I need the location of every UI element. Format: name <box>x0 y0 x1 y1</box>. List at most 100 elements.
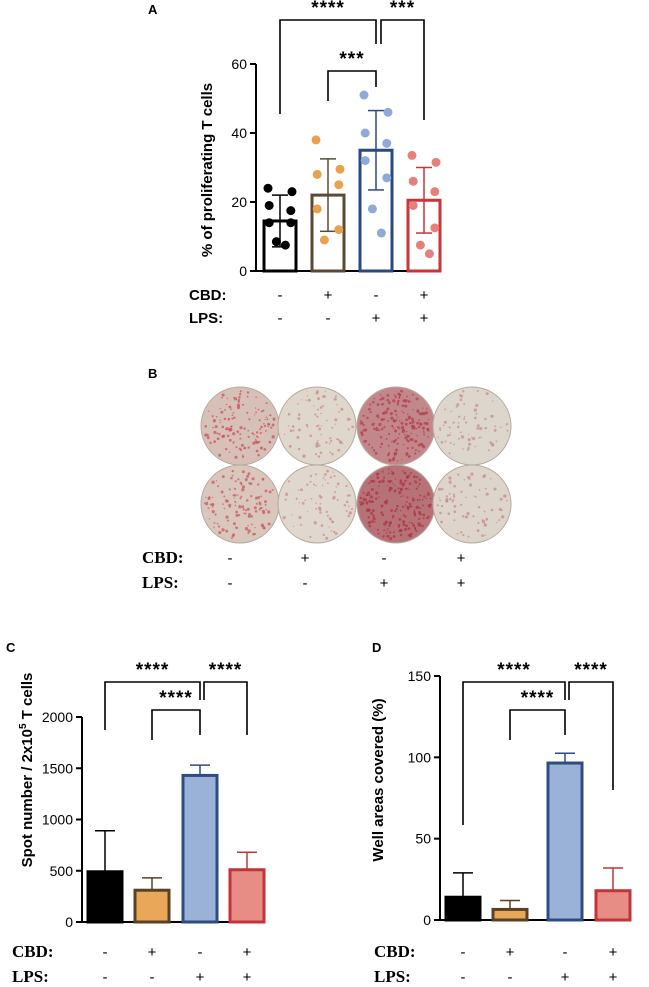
elispot-spot <box>392 439 396 444</box>
elispot-spot <box>213 430 217 434</box>
elispot-spot <box>372 517 376 521</box>
elispot-spot <box>314 453 318 456</box>
elispot-spot <box>231 534 235 538</box>
elispot-spot <box>337 448 341 452</box>
y-tick-label: 500 <box>50 863 74 879</box>
elispot-spot <box>218 433 221 436</box>
elispot-spot <box>448 493 451 495</box>
elispot-spot <box>477 505 481 509</box>
elispot-spot <box>487 449 490 452</box>
elispot-spot <box>404 479 407 483</box>
data-point <box>407 150 417 160</box>
elispot-spot <box>388 468 390 470</box>
elispot-spot <box>333 397 337 401</box>
elispot-spot <box>225 515 229 519</box>
data-point <box>335 164 345 174</box>
panel-c-axes: 0 500 1000 1500 2000 **** **** **** CBD: LPS: - + - +… <box>12 660 266 986</box>
elispot-spot <box>376 476 380 480</box>
elispot-spot <box>216 432 219 435</box>
elispot-spot <box>331 520 334 524</box>
elispot-spot <box>457 425 460 429</box>
elispot-spot <box>242 454 244 457</box>
elispot-spot <box>369 411 372 414</box>
lps-label: LPS: <box>12 967 49 986</box>
elispot-spot <box>385 532 388 534</box>
elispot-spot <box>264 489 268 493</box>
elispot-spot <box>329 476 333 479</box>
elispot-spot <box>246 411 249 414</box>
elispot-spot <box>228 503 232 507</box>
elispot-spot <box>264 424 267 428</box>
elispot-spot <box>258 440 261 443</box>
elispot-spot <box>207 497 211 500</box>
elispot-spot <box>298 515 302 520</box>
elispot-spot <box>291 514 293 516</box>
bar <box>594 889 632 922</box>
data-point <box>382 173 392 183</box>
y-tick-label: 0 <box>239 263 247 279</box>
elispot-spot <box>211 496 214 499</box>
elispot-spot <box>251 477 255 481</box>
cbd-sign: - <box>563 944 568 961</box>
elispot-spot <box>398 397 400 400</box>
elispot-spot <box>334 395 337 398</box>
elispot-spot <box>211 506 214 508</box>
elispot-spot <box>389 487 392 490</box>
elispot-spot <box>392 399 396 403</box>
elispot-spot <box>325 536 329 540</box>
elispot-spot <box>407 527 411 530</box>
elispot-spot <box>247 472 251 476</box>
elispot-spot <box>445 495 448 498</box>
elispot-spot <box>343 503 347 507</box>
elispot-spot <box>384 410 388 414</box>
elispot-spot <box>399 481 403 485</box>
elispot-spot <box>247 529 251 533</box>
data-point <box>287 187 297 197</box>
elispot-spot <box>291 425 295 428</box>
data-point <box>264 218 274 228</box>
elispot-spot <box>316 390 319 394</box>
elispot-spot <box>329 437 332 440</box>
elispot-spot <box>461 515 465 518</box>
elispot-spot <box>359 496 362 499</box>
panel-c: C 0 500 1000 1500 2000 **** **** **** CBD: LPS: - +… <box>6 640 266 986</box>
elispot-spot <box>255 431 259 434</box>
elispot-spot <box>441 487 444 491</box>
elispot-spot <box>284 492 289 496</box>
elispot-spot <box>222 503 224 505</box>
elispot-spot <box>394 478 397 480</box>
elispot-spot <box>457 422 460 424</box>
elispot-spot <box>400 510 402 512</box>
elispot-spot <box>220 490 224 494</box>
elispot-spot <box>207 507 210 510</box>
elispot-spot <box>243 427 246 430</box>
elispot-spot <box>453 484 456 488</box>
elispot-spot <box>224 428 228 431</box>
elispot-spot <box>379 398 383 401</box>
elispot-spot <box>215 415 218 418</box>
elispot-spot <box>398 396 401 398</box>
data-point <box>359 90 369 100</box>
lps-sign: - <box>103 969 108 986</box>
elispot-spot <box>219 419 221 421</box>
elispot-spot <box>205 502 209 506</box>
elispot-spot <box>231 469 235 473</box>
elispot-spot <box>478 436 481 439</box>
elispot-spot <box>367 516 370 519</box>
panel-d-label: D <box>372 640 381 655</box>
elispot-spot <box>484 487 487 490</box>
elispot-spot <box>306 510 309 512</box>
elispot-spot <box>334 418 338 422</box>
elispot-spot <box>388 401 391 405</box>
elispot-spot <box>330 530 333 532</box>
elispot-spot <box>422 513 426 517</box>
elispot-spot <box>271 423 275 427</box>
elispot-well <box>277 464 357 544</box>
elispot-spot <box>402 520 406 524</box>
data-point <box>271 237 281 247</box>
elispot-spot <box>386 393 390 397</box>
elispot-spot <box>481 519 486 524</box>
elispot-spot <box>481 534 484 537</box>
